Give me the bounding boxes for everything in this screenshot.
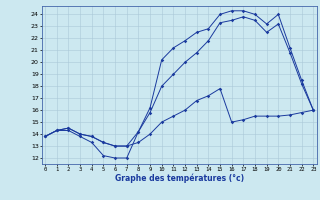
- X-axis label: Graphe des températures (°c): Graphe des températures (°c): [115, 173, 244, 183]
